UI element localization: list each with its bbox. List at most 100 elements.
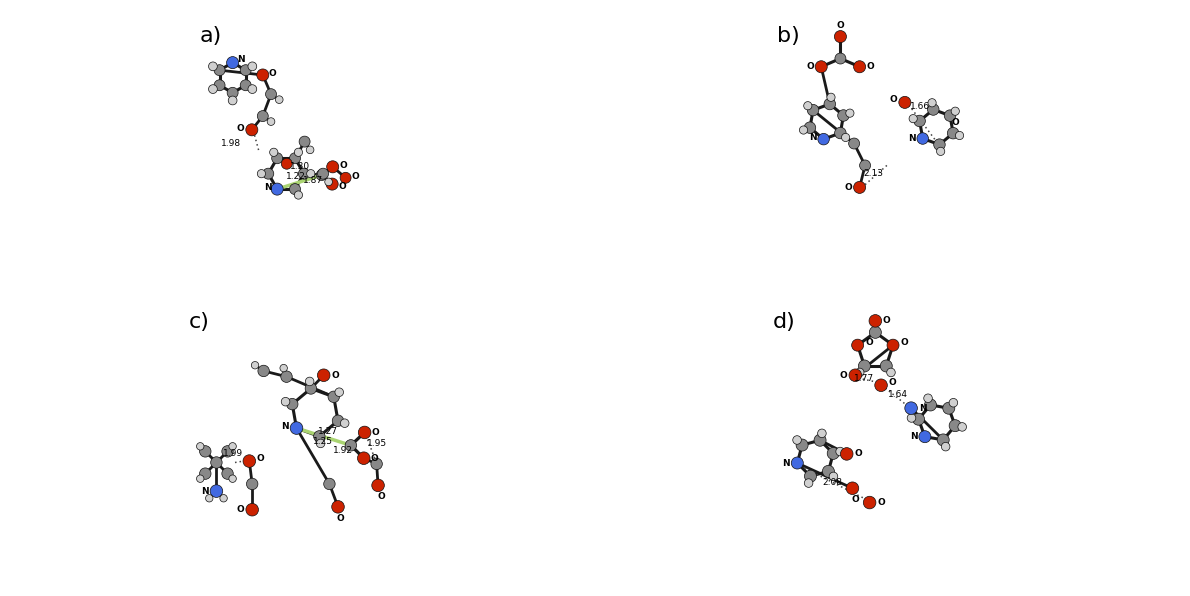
Text: N: N	[919, 403, 926, 412]
Circle shape	[340, 419, 349, 427]
Text: c): c)	[189, 312, 211, 333]
Circle shape	[870, 327, 882, 339]
Circle shape	[371, 458, 382, 470]
Text: 2.08: 2.08	[822, 478, 843, 487]
Text: O: O	[337, 514, 345, 523]
Circle shape	[318, 168, 328, 179]
Circle shape	[927, 104, 939, 115]
Circle shape	[211, 485, 223, 498]
Text: 1.92: 1.92	[333, 446, 353, 455]
Circle shape	[856, 368, 864, 377]
Circle shape	[271, 183, 283, 195]
Text: 1.25: 1.25	[313, 437, 333, 446]
Circle shape	[846, 109, 854, 117]
Text: O: O	[339, 161, 347, 170]
Circle shape	[947, 128, 959, 139]
Circle shape	[246, 124, 258, 136]
Text: N: N	[908, 134, 916, 143]
Circle shape	[307, 170, 315, 178]
Circle shape	[332, 501, 344, 513]
Circle shape	[796, 439, 808, 451]
Circle shape	[907, 414, 916, 422]
Circle shape	[925, 399, 937, 411]
Circle shape	[937, 147, 945, 156]
Text: O: O	[257, 454, 264, 462]
Circle shape	[248, 85, 257, 94]
Circle shape	[928, 99, 937, 107]
Circle shape	[838, 110, 850, 121]
Circle shape	[294, 191, 302, 199]
Circle shape	[214, 80, 225, 91]
Text: O: O	[837, 21, 844, 30]
Circle shape	[357, 452, 370, 464]
Circle shape	[841, 134, 850, 142]
Circle shape	[299, 136, 311, 147]
Circle shape	[208, 85, 218, 94]
Circle shape	[852, 339, 864, 351]
Text: O: O	[890, 95, 897, 104]
Circle shape	[934, 139, 945, 150]
Text: N: N	[809, 134, 818, 142]
Circle shape	[305, 383, 317, 394]
Circle shape	[804, 122, 815, 134]
Circle shape	[324, 478, 336, 490]
Text: O: O	[377, 492, 384, 501]
Circle shape	[325, 178, 332, 186]
Circle shape	[258, 365, 269, 377]
Circle shape	[227, 87, 238, 98]
Circle shape	[294, 148, 302, 156]
Circle shape	[228, 96, 237, 105]
Circle shape	[804, 479, 813, 488]
Circle shape	[289, 184, 301, 194]
Circle shape	[334, 388, 344, 396]
Circle shape	[371, 479, 384, 492]
Circle shape	[326, 178, 338, 190]
Circle shape	[814, 434, 826, 446]
Text: 1.27: 1.27	[318, 427, 338, 436]
Circle shape	[941, 442, 950, 451]
Circle shape	[904, 402, 917, 414]
Circle shape	[270, 148, 278, 156]
Circle shape	[944, 110, 956, 122]
Circle shape	[823, 98, 835, 110]
Circle shape	[875, 379, 888, 392]
Circle shape	[848, 369, 862, 381]
Circle shape	[299, 168, 309, 179]
Text: N: N	[281, 422, 289, 431]
Text: 1.87: 1.87	[303, 176, 324, 185]
Circle shape	[220, 495, 227, 502]
Circle shape	[228, 443, 237, 450]
Circle shape	[804, 470, 816, 482]
Circle shape	[243, 455, 256, 467]
Circle shape	[240, 65, 251, 76]
Circle shape	[800, 126, 808, 134]
Circle shape	[214, 65, 225, 76]
Circle shape	[834, 128, 846, 139]
Circle shape	[317, 169, 327, 181]
Circle shape	[211, 457, 223, 468]
Text: 1.77: 1.77	[854, 374, 873, 383]
Circle shape	[275, 96, 283, 104]
Circle shape	[822, 465, 834, 477]
Circle shape	[281, 159, 293, 169]
Circle shape	[358, 426, 371, 439]
Text: N: N	[264, 183, 271, 193]
Text: O: O	[889, 378, 896, 387]
Text: O: O	[883, 316, 890, 325]
Text: d): d)	[772, 312, 795, 333]
Circle shape	[913, 413, 925, 425]
Text: O: O	[371, 454, 378, 462]
Circle shape	[853, 61, 865, 73]
Text: O: O	[845, 183, 852, 192]
Text: O: O	[840, 371, 847, 380]
Circle shape	[793, 436, 801, 444]
Circle shape	[835, 53, 846, 64]
Text: N: N	[237, 55, 245, 64]
Circle shape	[328, 391, 339, 402]
Text: O: O	[877, 498, 885, 507]
Text: O: O	[371, 428, 380, 437]
Circle shape	[818, 429, 826, 437]
Text: O: O	[901, 338, 908, 347]
Circle shape	[958, 423, 966, 432]
Text: O: O	[331, 371, 339, 380]
